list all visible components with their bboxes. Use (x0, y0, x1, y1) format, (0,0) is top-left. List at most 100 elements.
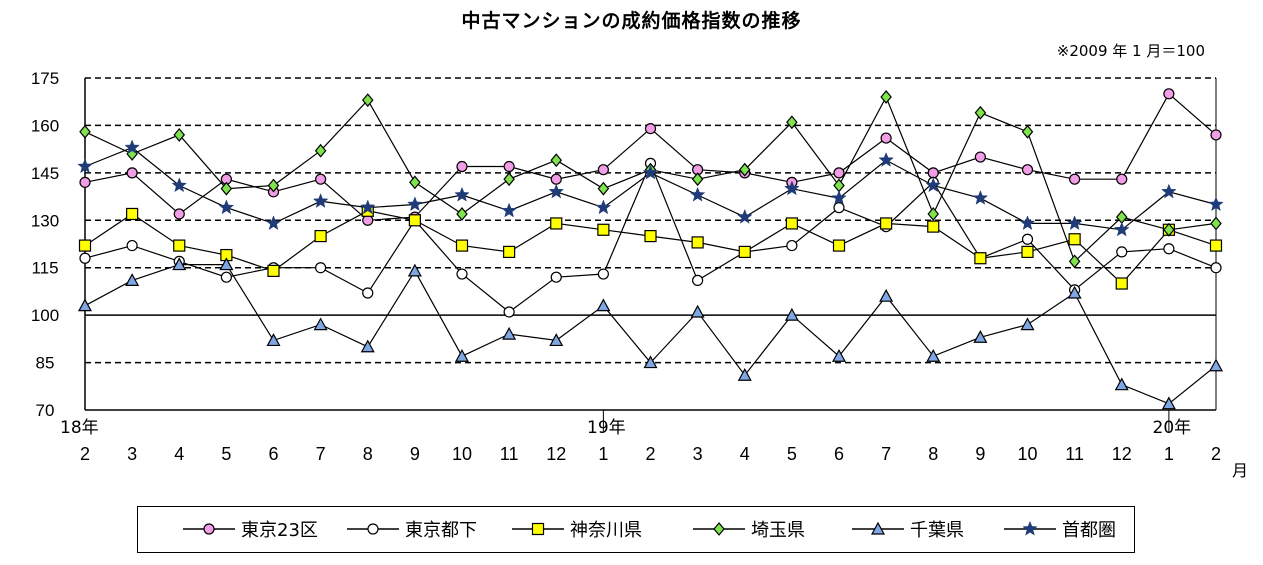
data-point-s4 (550, 153, 563, 168)
data-point-s3 (550, 217, 563, 230)
data-point-s3 (173, 239, 186, 252)
y-tick-label: 115 (31, 259, 58, 278)
chart-title: 中古マンションの成約価格指数の推移 (461, 10, 802, 32)
data-point-s5 (502, 326, 517, 340)
y-tick-label: 145 (31, 164, 59, 183)
legend-marker (1022, 520, 1038, 536)
data-point-s3 (1068, 233, 1081, 246)
y-tick-label: 160 (31, 116, 59, 135)
data-point-s1 (79, 176, 91, 188)
data-point-s5 (77, 298, 93, 312)
data-point-s1 (880, 132, 892, 144)
data-point-s6 (312, 193, 329, 208)
data-point-s4 (927, 207, 940, 221)
data-point-s4 (503, 172, 515, 187)
year-label: 19年 (587, 418, 626, 438)
data-point-s3 (126, 207, 139, 221)
data-point-s4 (880, 90, 892, 104)
y-tick-label: 100 (31, 306, 59, 325)
y-tick-label: 130 (31, 211, 59, 230)
data-point-s1 (927, 167, 939, 179)
data-point-s4 (173, 127, 186, 142)
data-point-s6 (548, 183, 565, 199)
legend-marker (870, 521, 886, 535)
data-point-s1 (1210, 129, 1222, 141)
series-line-3 (84, 210, 1217, 285)
base-index-note: ※2009 年 1 月＝100 (1056, 42, 1205, 60)
data-point-s6 (736, 208, 753, 224)
data-point-s4 (361, 93, 374, 108)
legend-label: 千葉県 (910, 520, 964, 541)
data-point-s3 (1021, 245, 1034, 259)
data-point-s4 (786, 115, 798, 130)
data-point-s3 (832, 239, 846, 252)
data-point-s5 (643, 355, 658, 369)
data-point-s3 (644, 229, 657, 243)
data-point-s2 (220, 271, 232, 283)
series-markers (77, 88, 1224, 410)
data-point-s3 (785, 217, 798, 230)
data-point-s2 (456, 268, 468, 280)
x-tick-label: 2 (645, 444, 655, 464)
x-tick-label: 8 (363, 444, 373, 464)
data-point-s3 (78, 239, 92, 252)
data-point-s4 (79, 124, 91, 139)
x-tick-label: 3 (127, 444, 137, 464)
data-point-s6 (595, 199, 612, 215)
data-point-s6 (1019, 215, 1036, 231)
data-point-s1 (315, 173, 327, 185)
data-point-s5 (454, 348, 470, 362)
data-point-s4 (314, 143, 327, 158)
legend-label: 首都圏 (1062, 520, 1116, 541)
data-point-s6 (1066, 215, 1083, 231)
data-point-s5 (266, 333, 281, 347)
legend-marker (367, 523, 379, 535)
legend: 東京23区 東京都下 神奈川県 埼玉県 千葉県 首都圏 (137, 506, 1135, 553)
data-point-s2 (833, 202, 845, 214)
data-point-s5 (1067, 285, 1082, 299)
data-point-s2 (1210, 262, 1222, 274)
data-point-s6 (784, 180, 800, 196)
data-point-s5 (1161, 396, 1176, 410)
data-point-s2 (786, 239, 798, 252)
x-tick-label: 11 (1065, 444, 1084, 464)
data-point-s2 (1163, 243, 1175, 255)
data-point-s1 (1116, 173, 1128, 185)
data-point-s3 (1115, 277, 1128, 290)
data-point-s4 (1163, 222, 1175, 237)
data-point-s5 (1020, 317, 1035, 331)
x-tick-label: 2 (1211, 444, 1221, 464)
data-point-s5 (360, 339, 375, 353)
data-point-s5 (784, 307, 799, 321)
x-tick-label: 4 (174, 444, 184, 464)
data-point-s3 (691, 236, 704, 249)
x-unit-label: 月 (1232, 461, 1248, 480)
data-point-s3 (455, 239, 469, 252)
data-point-s5 (973, 330, 988, 343)
x-tick-label: 12 (1112, 444, 1132, 464)
data-point-s3 (880, 217, 893, 230)
x-tick-label: 6 (268, 444, 278, 464)
data-point-s5 (926, 348, 941, 362)
data-point-s4 (1021, 124, 1034, 139)
x-tick-label: 7 (881, 444, 891, 464)
data-point-s4 (220, 181, 233, 196)
data-point-s2 (1116, 246, 1128, 258)
data-point-s3 (314, 229, 327, 243)
data-point-s6 (925, 177, 942, 193)
x-tick-label: 12 (546, 444, 566, 464)
data-point-s2 (550, 271, 562, 283)
data-point-s2 (692, 274, 704, 286)
data-point-s6 (1208, 196, 1224, 212)
data-point-s3 (267, 264, 280, 277)
data-point-s6 (407, 196, 423, 212)
data-point-s1 (503, 160, 515, 173)
data-point-s5 (313, 317, 328, 331)
series-line-1 (84, 92, 1217, 221)
data-point-s6 (1161, 183, 1177, 199)
data-point-s1 (456, 160, 468, 173)
data-point-s4 (409, 175, 421, 190)
grid-lines (85, 77, 1216, 364)
data-point-s5 (219, 257, 234, 271)
